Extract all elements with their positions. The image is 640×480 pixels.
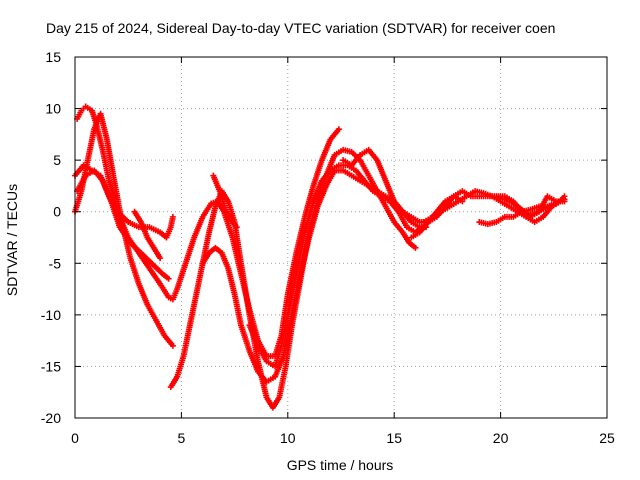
y-axis-label: SDTVAR / TECUs <box>4 184 20 296</box>
y-tick-label: 15 <box>45 49 61 65</box>
x-tick-label: 15 <box>386 430 402 446</box>
data-point <box>169 213 176 220</box>
y-tick-label: -5 <box>49 255 62 271</box>
x-tick-label: 25 <box>599 430 615 446</box>
data-point <box>169 342 176 349</box>
series-track-14 <box>493 193 559 218</box>
x-tick-label: 0 <box>71 430 79 446</box>
series-track-8 <box>210 172 240 231</box>
y-tick-label: 10 <box>45 101 61 117</box>
data-point <box>233 224 240 231</box>
y-tick-label: 5 <box>53 152 61 168</box>
data-point <box>165 275 172 282</box>
series-track-2 <box>72 110 176 349</box>
series-track-12 <box>408 193 466 241</box>
y-tick-label: -15 <box>41 358 61 374</box>
data-point <box>552 200 559 207</box>
x-tick-label: 10 <box>280 430 296 446</box>
data-point <box>157 255 164 262</box>
x-tick-label: 5 <box>178 430 186 446</box>
chart-title: Day 215 of 2024, Sidereal Day-to-day VTE… <box>46 20 555 36</box>
y-tick-label: -20 <box>41 410 61 426</box>
data-point <box>335 126 342 133</box>
grid-lines <box>75 57 607 418</box>
series-track-4 <box>74 167 172 282</box>
series-track-9 <box>246 162 425 370</box>
plot-frame <box>74 56 608 419</box>
data-point <box>459 198 466 205</box>
x-axis-label: GPS time / hours <box>287 457 394 473</box>
data-point <box>412 244 419 251</box>
series-track-5 <box>131 208 164 262</box>
data-points <box>72 103 568 411</box>
axes: 0 5 10 15 20 25 -20 -15 -10 -5 0 5 10 15 <box>41 49 615 446</box>
x-tick-label: 20 <box>493 430 509 446</box>
data-point <box>561 196 568 203</box>
y-tick-label: -10 <box>41 307 61 323</box>
y-tick-label: 0 <box>53 204 61 220</box>
